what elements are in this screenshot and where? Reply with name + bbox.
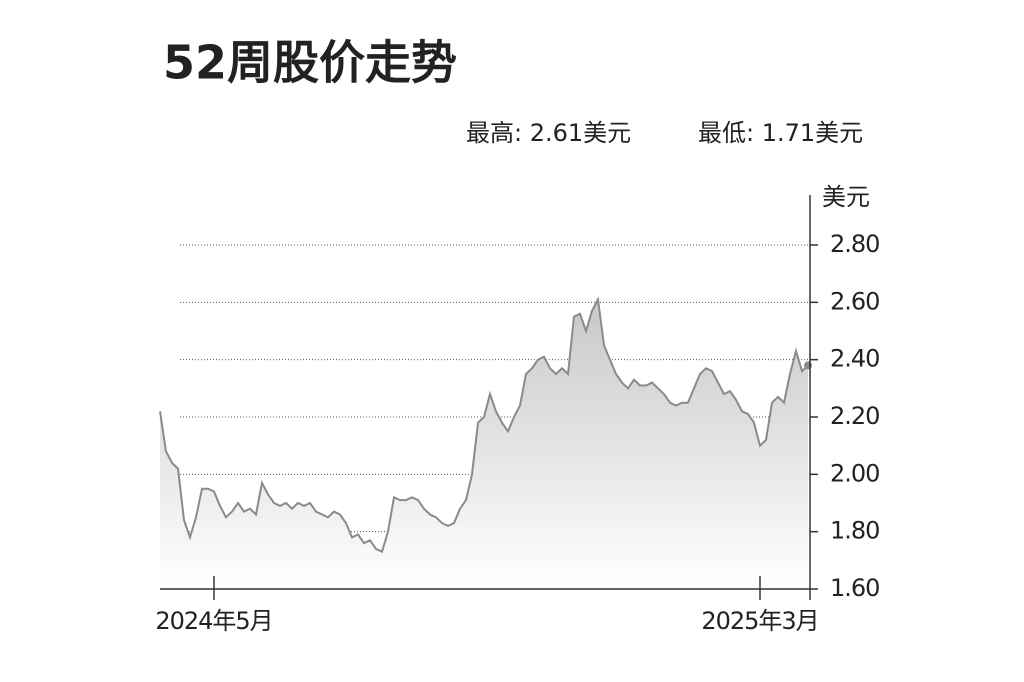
y-tick-label: 2.80 [830, 230, 879, 258]
x-tick-label: 2024年5月 [155, 607, 272, 635]
line [159, 296, 809, 554]
y-axis-label: 美元 [822, 183, 870, 211]
y-tick-label: 1.60 [830, 574, 879, 602]
annotation: 最高: 2.61美元 [466, 119, 631, 147]
end-point [804, 361, 812, 370]
chart-title: 52周股价走势 [163, 36, 457, 90]
y-tick-label: 1.80 [830, 517, 879, 545]
y-tick-label: 2.20 [830, 402, 879, 430]
x-tick-label: 2025年3月 [701, 607, 818, 635]
annotation: 最低: 1.71美元 [698, 119, 863, 147]
y-tick-label: 2.40 [830, 345, 879, 373]
area [160, 299, 808, 589]
y-tick-label: 2.00 [830, 459, 879, 487]
y-tick-label: 2.60 [830, 287, 879, 315]
